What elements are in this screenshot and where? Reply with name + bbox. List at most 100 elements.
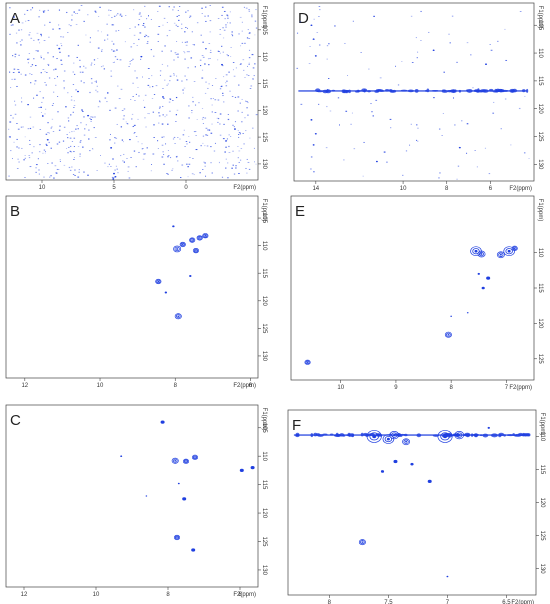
noise-point [51,104,54,106]
peak-dot [87,114,90,117]
noise-point [223,101,225,103]
noise-point [117,172,119,174]
noise-point [428,31,430,33]
noise-point [42,97,45,99]
peak [402,438,411,446]
noise-point [164,79,166,81]
peak-contour-outer [477,250,486,258]
noise-point [147,41,149,43]
noise-point [238,172,240,174]
noise-point [192,101,194,103]
ridge-blob [315,88,321,92]
noise-point [45,151,46,152]
noise-point [17,69,20,70]
y-tick-label: 130 [261,351,267,362]
noise-point [75,13,77,14]
noise-point [253,75,255,77]
noise-point [35,50,37,52]
peak-dot [375,160,378,163]
noise-point [30,37,33,39]
noise-point [224,140,227,142]
noise-point [228,152,231,153]
ridge-blob [346,90,350,93]
noise-point [223,123,225,125]
noise-point [39,144,41,146]
noise-point [75,128,77,130]
noise-point [205,81,207,83]
noise-point [171,169,173,171]
ridge-blob [458,89,462,93]
plot-frame [287,409,537,596]
noise-point [44,152,46,154]
noise-point [71,166,73,168]
noise-point [21,101,23,103]
noise-point [195,135,197,137]
noise-point [362,175,364,177]
noise-point [69,169,72,171]
peak-core [182,243,184,246]
noise-point [177,137,179,138]
noise-point [83,116,85,118]
noise-point [166,22,168,23]
peak-dot [466,312,469,314]
noise-point [99,6,101,8]
noise-point [246,37,249,39]
noise-point [77,176,80,178]
peak-contour-outer [173,245,182,253]
noise-point [222,37,225,39]
y-tick-label: 130 [539,564,545,575]
noise-point [296,67,299,69]
noise-point [167,155,170,157]
noise-point [489,44,491,45]
noise-point [16,138,18,141]
noise-point [59,159,61,161]
y-tick-label: 105 [261,423,267,434]
ridge-blob [479,434,483,437]
noise-point [89,41,91,43]
noise-point [142,24,145,26]
noise-point [27,104,30,106]
ridge-blob [482,89,489,93]
peak-dot [177,482,180,485]
peak [503,246,515,257]
noise-point [134,26,136,28]
noise-point [107,166,109,168]
peak-dot [234,128,236,130]
noise-point [204,15,206,17]
peak-contour-mid [505,248,513,255]
x-axis-title: F2(ppm) [233,185,256,191]
y-axis-title: F1(ppm) [539,413,545,436]
noise-point [40,57,43,59]
noise-point [155,85,158,87]
noise-point [231,95,234,97]
noise-point [24,13,26,15]
noise-point [177,56,179,58]
noise-point [234,96,237,98]
noise-point [63,70,66,72]
peak-contour-mid [172,458,178,463]
panel-d: D 14 10 8 6 F2(ppm) 105 110 115 120 125 130 F1(ppm) [293,2,543,192]
noise-point [208,129,210,131]
noise-point [370,103,372,105]
noise-point [98,100,101,102]
x-tick-label: 10 [400,186,407,192]
noise-point [215,78,217,79]
noise-point [75,89,77,91]
noise-point [218,118,220,120]
noise-point [373,15,375,17]
noise-point [128,66,130,67]
noise-point [33,39,35,41]
peak-contour-mid [156,279,161,284]
noise-point [416,139,418,141]
noise-point [192,44,194,45]
noise-point [219,28,221,30]
noise-point [35,164,38,166]
noise-point [201,118,204,120]
noise-point [175,114,178,116]
noise-point [13,68,16,70]
noise-point [47,163,49,164]
noise-point [212,98,214,99]
peak-contour-outer [437,430,453,443]
noise-point [313,18,315,20]
noise-point [70,114,72,116]
